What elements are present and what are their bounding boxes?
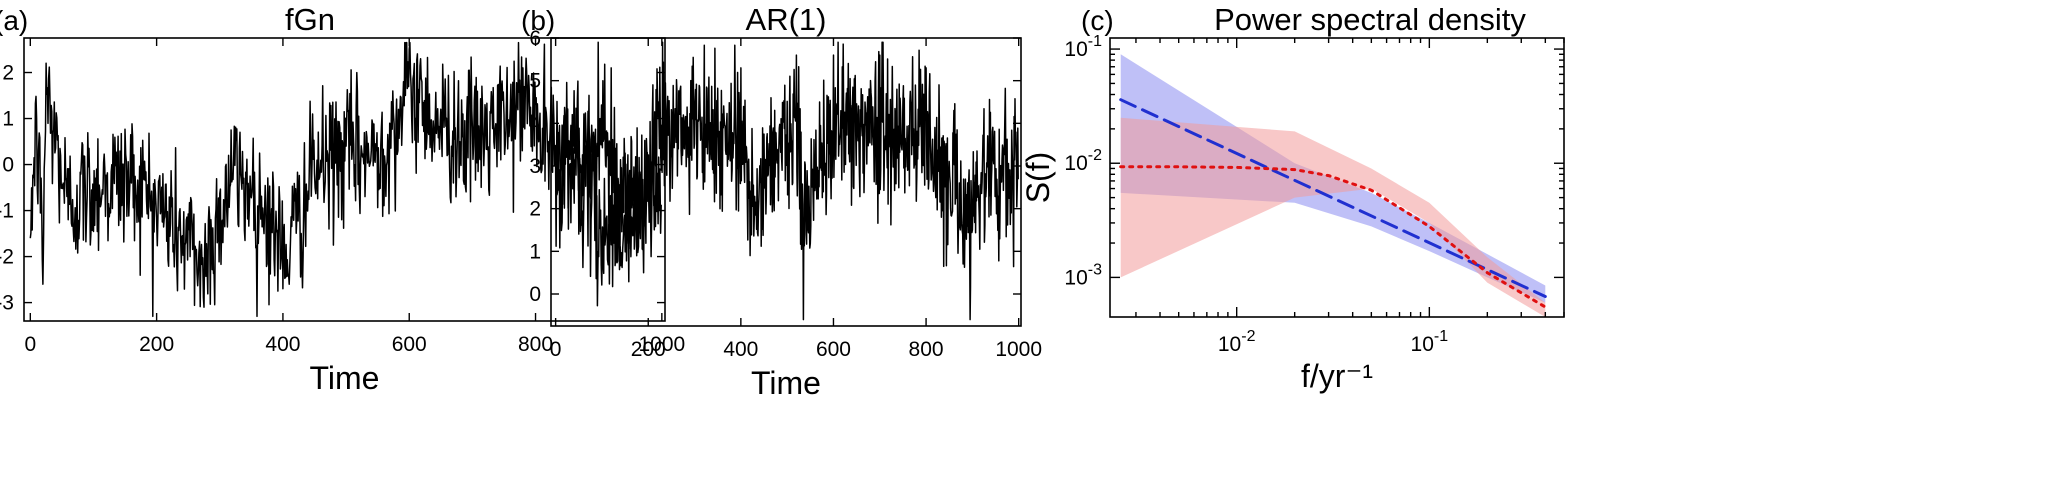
series-line	[554, 41, 1019, 321]
x-tick-label: 600	[816, 338, 851, 361]
confidence-band	[1120, 117, 1546, 317]
x-tick-label: 400	[265, 333, 300, 356]
x-tick-label: 0	[24, 333, 36, 356]
y-tick-label: 1	[529, 240, 541, 263]
x-tick-label: 1000	[995, 338, 1042, 361]
panel-label: (b)	[521, 5, 555, 36]
y-tick-label: 0	[2, 154, 14, 177]
x-tick-label: 200	[139, 333, 174, 356]
y-axis-title: S(f)	[1020, 152, 1056, 204]
y-tick-label: 1	[2, 108, 14, 131]
x-tick-label: 600	[392, 333, 427, 356]
y-tick-label: -3	[0, 292, 14, 315]
panel-title: fGn	[285, 2, 335, 37]
y-tick-label: 10-1	[1064, 33, 1102, 61]
x-tick-label: 1000	[638, 333, 685, 356]
y-tick-label: 3	[529, 155, 541, 178]
y-tick-label: 6	[529, 27, 541, 50]
x-tick-label: 400	[723, 338, 758, 361]
panel-c: 10-2 10-1 10-3 10-2 10-1 f/yr⁻¹ S(f) Power spec…	[1020, 2, 1565, 394]
x-tick-label: 10-2	[1218, 328, 1256, 356]
y-tick-label: 2	[2, 62, 14, 85]
x-tick-label: 0	[550, 338, 562, 361]
panel-title: AR(1)	[746, 2, 827, 37]
y-tick-label: 10-3	[1064, 261, 1102, 289]
panel-b: 0 200 400 600 800 1000 0 1 2 3 4 5 6 Time AR(1) (b)	[521, 2, 1042, 401]
x-axis-title: f/yr⁻¹	[1301, 358, 1373, 394]
x-tick-label: 10-1	[1411, 328, 1449, 356]
plot-frame	[1109, 37, 1565, 318]
series-line	[29, 41, 662, 318]
y-tick-label: 2	[529, 198, 541, 221]
dotted-fit-line	[1119, 165, 1547, 309]
y-tick-label: -1	[0, 200, 14, 223]
x-axis-title: Time	[310, 360, 380, 396]
plot-frame	[550, 37, 1022, 327]
panel-label: (a)	[0, 5, 28, 36]
y-tick-label: 5	[529, 70, 541, 93]
panel-label: (c)	[1081, 5, 1114, 36]
x-axis-title: Time	[751, 365, 821, 401]
x-tick-label: 800	[518, 333, 553, 356]
y-tick-label: 4	[529, 112, 541, 135]
panel-title: Power spectral density	[1214, 2, 1526, 37]
y-tick-label: -2	[0, 246, 14, 269]
y-tick-label: 0	[529, 283, 541, 306]
x-tick-label: 800	[909, 338, 944, 361]
x-tick-label: 200	[631, 338, 666, 361]
y-tick-label: 10-2	[1064, 147, 1102, 175]
